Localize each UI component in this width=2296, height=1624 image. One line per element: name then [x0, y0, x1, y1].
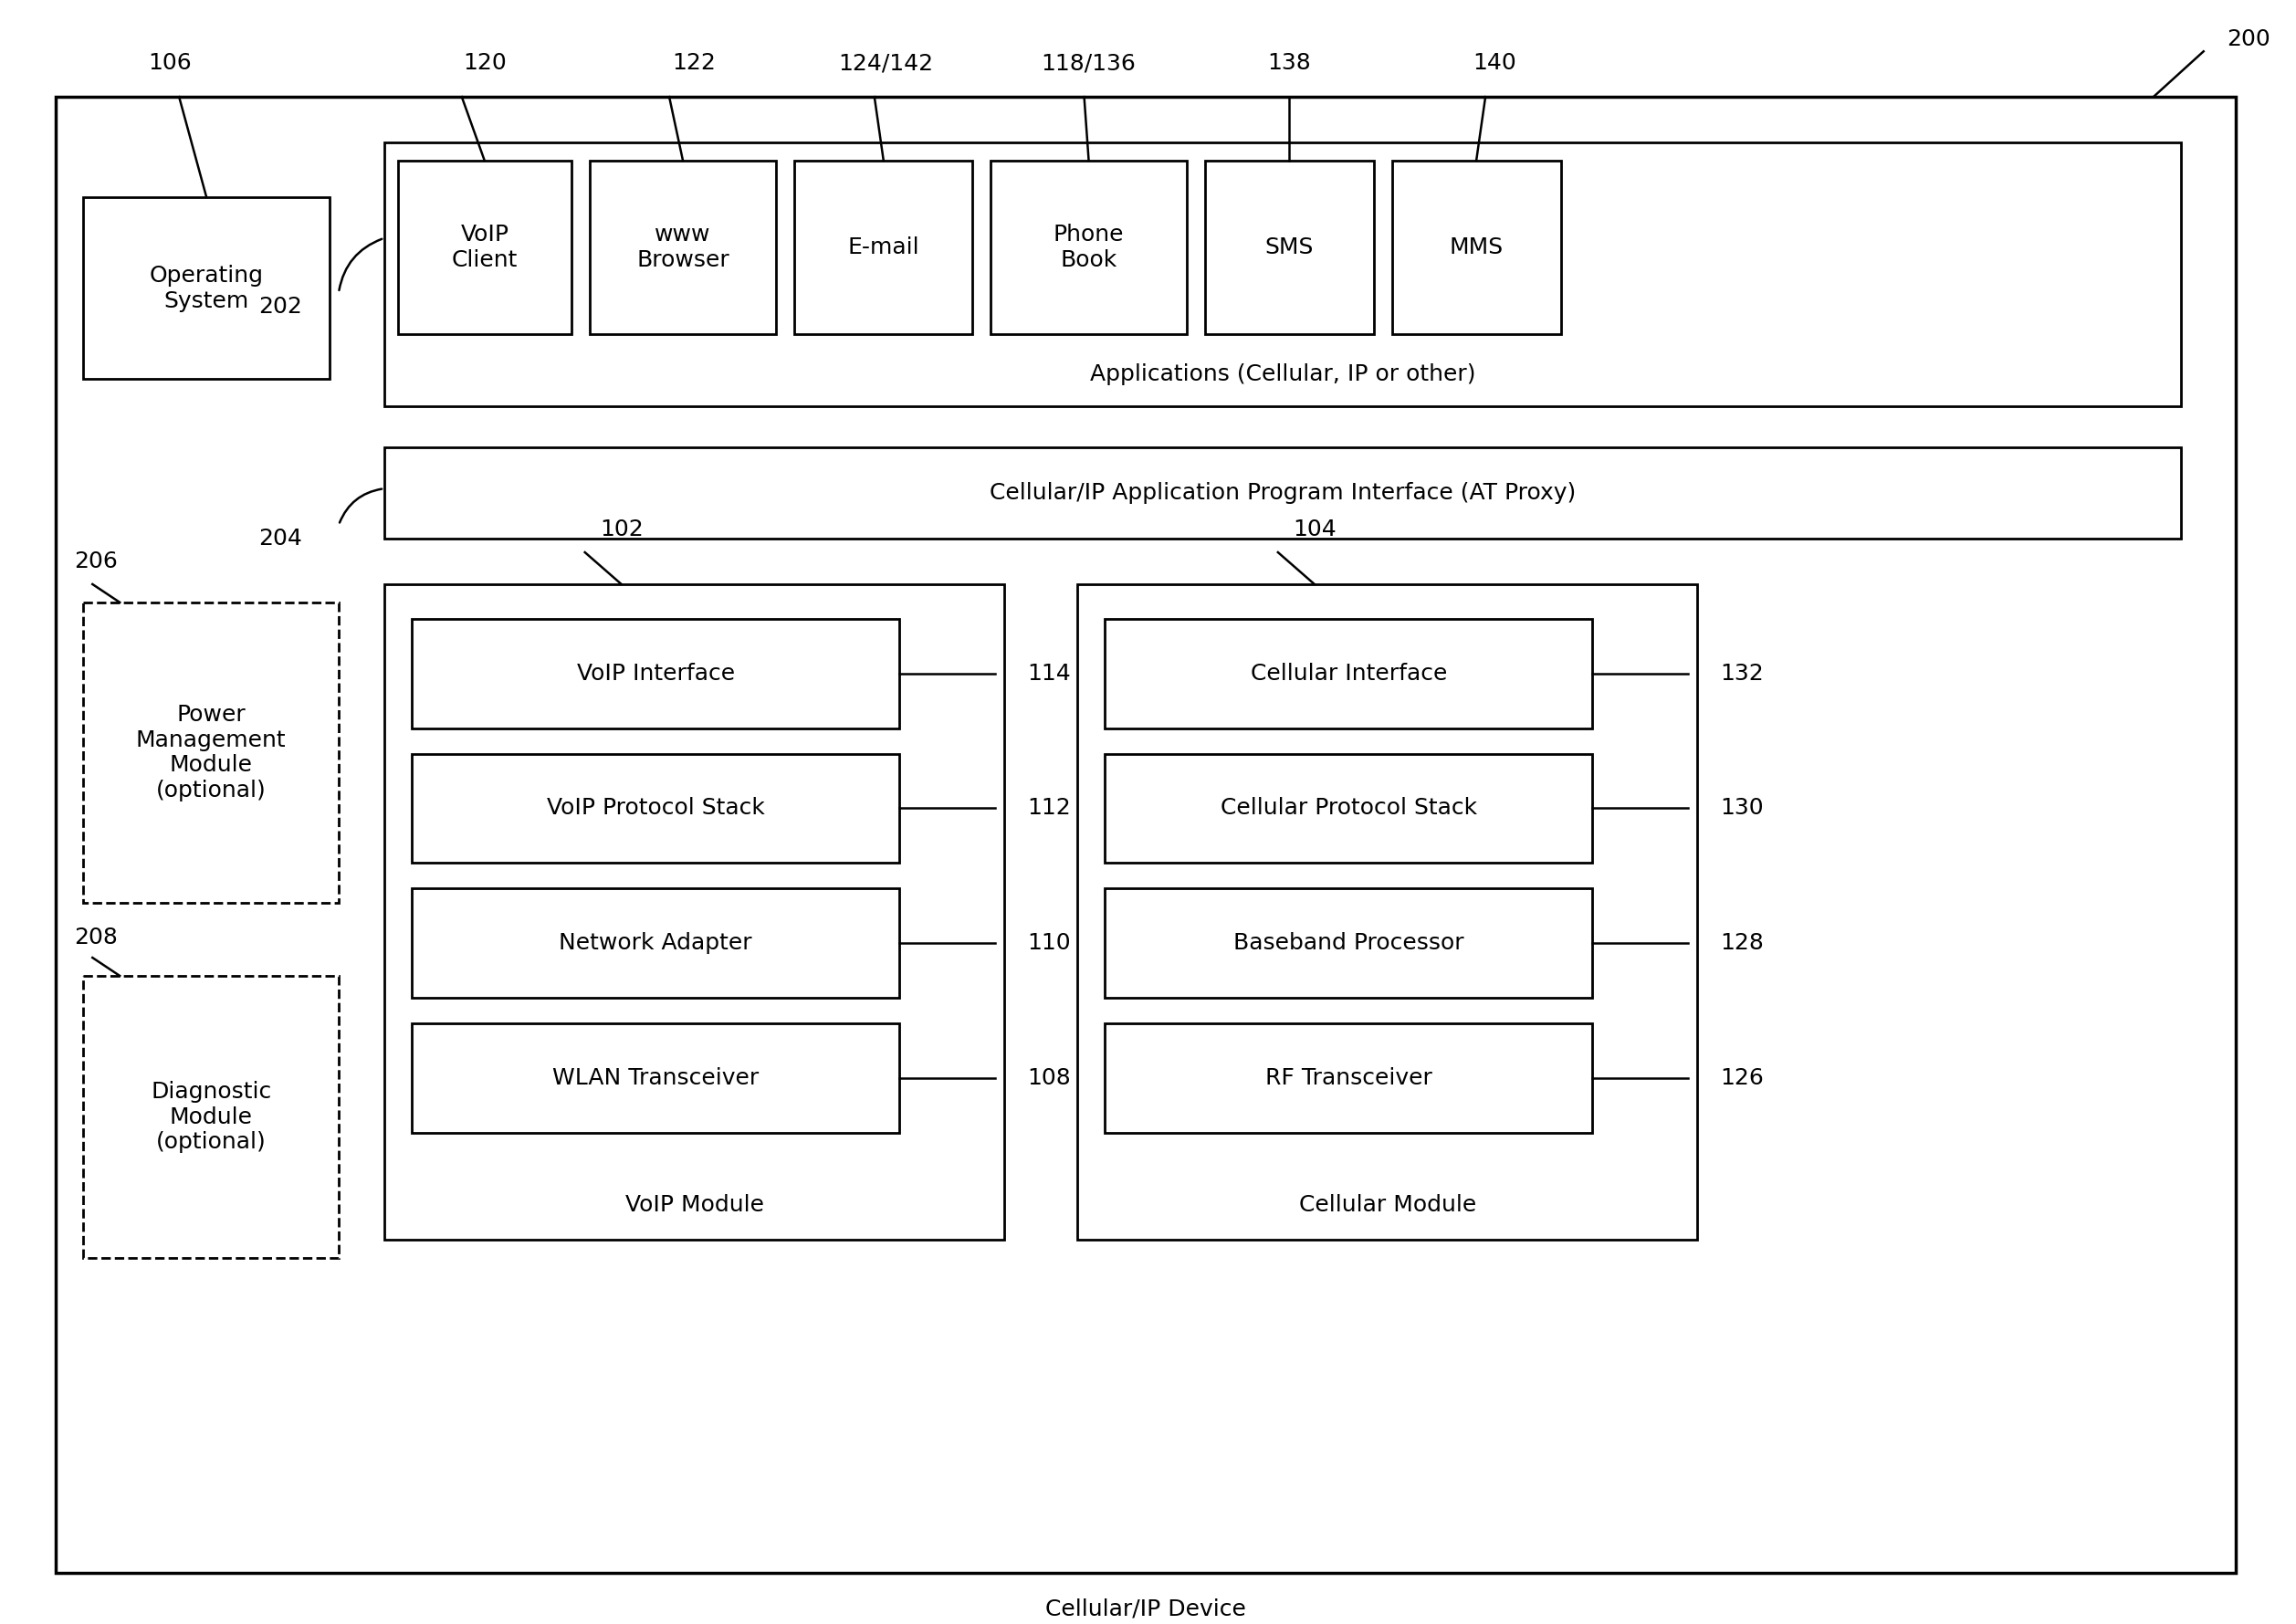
Text: 140: 140	[1472, 52, 1515, 75]
Text: 206: 206	[73, 551, 117, 572]
Text: 138: 138	[1267, 52, 1311, 75]
Text: RF Transceiver: RF Transceiver	[1265, 1067, 1433, 1088]
Text: Baseband Processor: Baseband Processor	[1233, 932, 1465, 953]
Text: Operating
System: Operating System	[149, 265, 264, 312]
Text: 112: 112	[1026, 797, 1070, 818]
Text: Applications (Cellular, IP or other): Applications (Cellular, IP or other)	[1091, 364, 1476, 385]
Bar	[383, 143, 2181, 406]
Text: Cellular Interface: Cellular Interface	[1251, 663, 1446, 684]
Text: 118/136: 118/136	[1040, 52, 1137, 75]
Text: 208: 208	[73, 927, 117, 948]
Text: 132: 132	[1720, 663, 1763, 684]
Bar	[1077, 585, 1697, 1241]
Text: www
Browser: www Browser	[636, 224, 730, 271]
Text: Network Adapter: Network Adapter	[558, 932, 753, 953]
Text: VoIP Protocol Stack: VoIP Protocol Stack	[546, 797, 765, 818]
Text: 104: 104	[1293, 518, 1336, 541]
Text: E-mail: E-mail	[847, 235, 918, 258]
Text: 204: 204	[259, 528, 303, 549]
Text: Phone
Book: Phone Book	[1054, 224, 1125, 271]
Bar	[397, 161, 572, 333]
Text: 200: 200	[2227, 29, 2271, 50]
Text: 126: 126	[1720, 1067, 1763, 1088]
Text: WLAN Transceiver: WLAN Transceiver	[553, 1067, 760, 1088]
Text: Cellular/IP Application Program Interface (AT Proxy): Cellular/IP Application Program Interfac…	[990, 482, 1575, 503]
Text: Cellular/IP Device: Cellular/IP Device	[1045, 1598, 1247, 1619]
Bar	[83, 197, 331, 380]
Text: SMS: SMS	[1265, 235, 1313, 258]
Text: 120: 120	[464, 52, 507, 75]
Text: Diagnostic
Module
(optional): Diagnostic Module (optional)	[152, 1080, 271, 1153]
Text: 106: 106	[149, 52, 193, 75]
Text: 202: 202	[259, 296, 303, 317]
Bar	[1104, 1023, 1593, 1132]
Text: 110: 110	[1026, 932, 1070, 953]
Bar	[990, 161, 1187, 333]
Text: MMS: MMS	[1449, 235, 1504, 258]
Bar	[83, 603, 340, 903]
Bar	[411, 754, 900, 862]
Text: 124/142: 124/142	[838, 52, 934, 75]
Text: 128: 128	[1720, 932, 1763, 953]
Bar	[590, 161, 776, 333]
Bar	[1391, 161, 1561, 333]
Text: Power
Management
Module
(optional): Power Management Module (optional)	[135, 703, 287, 802]
Text: VoIP
Client: VoIP Client	[452, 224, 517, 271]
Text: 114: 114	[1026, 663, 1070, 684]
Text: VoIP Interface: VoIP Interface	[576, 663, 735, 684]
Text: 102: 102	[599, 518, 643, 541]
Bar	[794, 161, 974, 333]
Text: 108: 108	[1026, 1067, 1070, 1088]
Text: Cellular Module: Cellular Module	[1300, 1194, 1476, 1216]
Bar	[1104, 888, 1593, 997]
Bar	[1205, 161, 1373, 333]
Text: VoIP Module: VoIP Module	[625, 1194, 765, 1216]
Bar	[1104, 754, 1593, 862]
Text: 122: 122	[673, 52, 716, 75]
Bar	[411, 619, 900, 728]
Bar	[411, 1023, 900, 1132]
Bar	[1104, 619, 1593, 728]
Bar	[383, 448, 2181, 539]
Text: Cellular Protocol Stack: Cellular Protocol Stack	[1219, 797, 1476, 818]
Bar	[411, 888, 900, 997]
Bar	[83, 976, 340, 1259]
Bar	[383, 585, 1003, 1241]
Text: 130: 130	[1720, 797, 1763, 818]
